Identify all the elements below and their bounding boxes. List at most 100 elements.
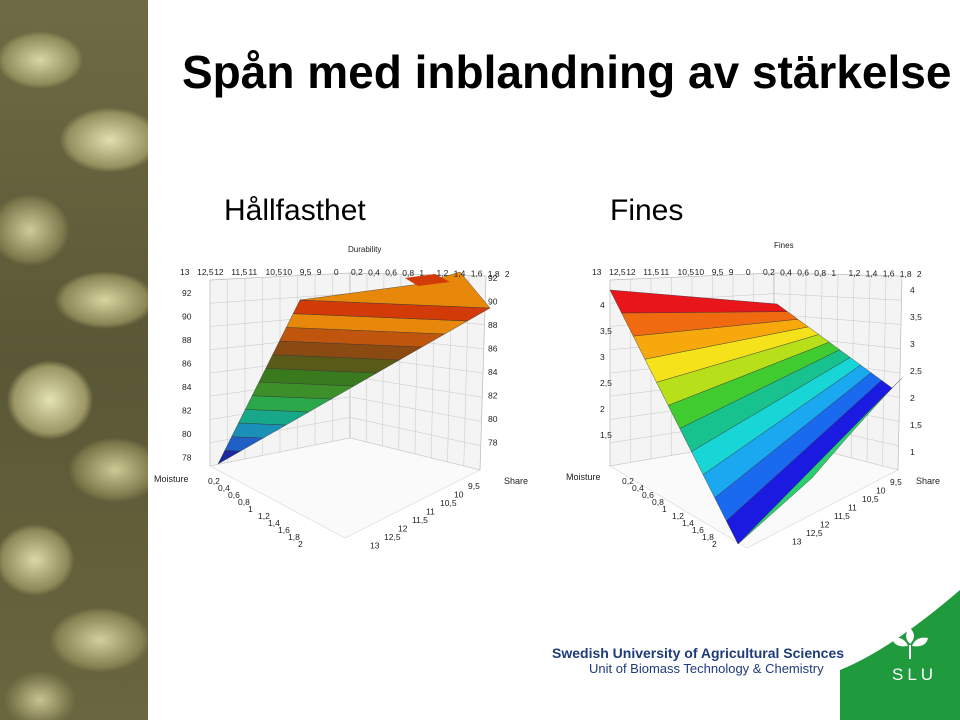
moisture-tick-label: 1,2	[672, 511, 684, 521]
z-tick-label: 88	[182, 335, 192, 345]
back-tick-label: 11	[660, 267, 669, 277]
back-tick-label: 10	[283, 267, 293, 277]
moisture-tick-label: 0,2	[208, 476, 220, 486]
back-tick-label: 12	[626, 267, 636, 277]
tick-labels: 13 12,5 12 11,5 11 10,5 10 9,5 9 0 0,2 0,4 0,6 0,8 1 1,…	[180, 267, 510, 551]
moisture-tick-label: 1,6	[692, 525, 704, 535]
share-tick-label: 11,5	[834, 511, 850, 521]
share-tick-label: 10,5	[440, 498, 457, 508]
z-tick-label: 1,5	[910, 420, 922, 430]
z-tick-label: 2	[600, 404, 605, 414]
moisture-tick-label: 0,8	[238, 497, 250, 507]
back-tick-label: 1,6	[471, 269, 483, 279]
z-axis-title: Durability	[348, 245, 381, 254]
moisture-tick-label: 1	[662, 504, 667, 514]
back-tick-label: 10	[695, 267, 705, 277]
x-axis-title: Moisture	[566, 472, 601, 482]
share-tick-label: 11	[848, 503, 857, 513]
back-tick-label: 9,5	[712, 267, 724, 277]
back-tick-label: 0,8	[402, 268, 414, 278]
z-tick-label: 1,5	[600, 430, 612, 440]
moisture-tick-label: 2	[298, 539, 303, 549]
share-tick-label: 12	[398, 524, 408, 534]
share-tick-label: 11	[426, 507, 435, 517]
share-tick-label: 11,5	[412, 515, 428, 525]
back-tick-label: 0	[746, 267, 751, 277]
tick-labels: 13 12,5 12 11,5 11 10,5 10 9,5 9 0 0,2 0,4 0,6 0,8 1 1,…	[592, 267, 922, 549]
y-axis-title: Share	[916, 476, 940, 486]
share-tick-label: 12,5	[384, 532, 401, 542]
moisture-tick-label: 0,6	[642, 490, 654, 500]
z-tick-label: 84	[488, 367, 498, 377]
back-tick-label: 1,2	[437, 268, 449, 278]
back-tick-label: 0,8	[814, 268, 826, 278]
z-tick-label: 78	[182, 453, 192, 463]
share-tick-label: 13	[792, 537, 802, 547]
moisture-tick-label: 1,4	[268, 518, 280, 528]
z-tick-label: 78	[488, 438, 498, 448]
fines-surface-plot: Fines Moisture Share 13 12,5 12 11,5 11 10,5 1…	[566, 241, 940, 549]
back-tick-label: 1,4	[866, 268, 878, 278]
back-tick-label: 13	[180, 267, 190, 277]
share-tick-label: 9,5	[890, 477, 902, 487]
surface	[609, 289, 903, 545]
floor	[209, 437, 481, 539]
z-tick-label: 4	[910, 285, 915, 295]
z-tick-label: 86	[182, 359, 192, 369]
share-tick-label: 12	[820, 520, 830, 530]
back-tick-label: 2	[917, 269, 922, 279]
durability-heading: Hållfasthet	[224, 194, 366, 227]
moisture-tick-label: 1,8	[288, 532, 300, 542]
moisture-tick-label: 0,4	[218, 483, 230, 493]
moisture-tick-label: 2	[712, 539, 717, 549]
surface	[217, 271, 491, 465]
back-tick-label: 11,5	[231, 267, 247, 277]
z-tick-label: 3,5	[910, 312, 922, 322]
z-tick-label: 80	[182, 429, 192, 439]
back-tick-label: 9	[729, 267, 734, 277]
z-tick-label: 86	[488, 344, 498, 354]
durability-surface-plot: Durability Moisture Share 13 12,5 12 11,5 11…	[154, 245, 528, 551]
moisture-tick-label: 1,6	[278, 525, 290, 535]
unit-name: Unit of Biomass Technology & Chemistry	[589, 661, 824, 676]
back-tick-label: 10,5	[678, 267, 695, 277]
z-tick-label: 82	[488, 391, 498, 401]
z-tick-label: 92	[182, 288, 192, 298]
university-name: Swedish University of Agricultural Scien…	[552, 645, 845, 661]
fines-heading: Fines	[610, 194, 684, 227]
z-tick-label: 90	[488, 297, 498, 307]
back-tick-label: 1,4	[454, 268, 466, 278]
back-tick-label: 0,2	[351, 267, 363, 277]
moisture-tick-label: 0,2	[622, 476, 634, 486]
back-tick-label: 0,2	[763, 267, 775, 277]
back-tick-label: 1,8	[900, 269, 912, 279]
back-tick-label: 1,2	[849, 268, 861, 278]
slide-title: Spån med inblandning av stärkelse	[182, 46, 952, 98]
back-tick-label: 12,5	[609, 267, 626, 277]
z-tick-label: 2,5	[600, 378, 612, 388]
z-tick-label: 88	[488, 320, 498, 330]
z-tick-label: 2,5	[910, 366, 922, 376]
back-tick-label: 11,5	[643, 267, 659, 277]
back-tick-label: 9	[317, 267, 322, 277]
share-tick-label: 13	[370, 541, 380, 551]
slu-logo: SLU	[840, 590, 960, 720]
moisture-tick-label: 1	[248, 504, 253, 514]
z-tick-label: 1	[910, 447, 915, 457]
x-axis-title: Moisture	[154, 474, 189, 484]
surface-peak	[405, 274, 450, 286]
z-tick-label: 3	[600, 352, 605, 362]
z-tick-label: 80	[488, 414, 498, 424]
moisture-tick-label: 1,2	[258, 511, 270, 521]
back-tick-label: 0	[334, 267, 339, 277]
z-tick-label: 84	[182, 382, 192, 392]
back-tick-label: 2	[505, 269, 510, 279]
back-tick-label: 1	[831, 268, 836, 278]
back-tick-label: 0,4	[780, 267, 792, 277]
back-tick-label: 0,6	[385, 268, 397, 278]
z-axis-title: Fines	[774, 241, 794, 250]
moisture-tick-label: 1,8	[702, 532, 714, 542]
back-tick-label: 0,6	[797, 268, 809, 278]
back-tick-label: 9,5	[300, 267, 312, 277]
share-tick-label: 9,5	[468, 481, 480, 491]
